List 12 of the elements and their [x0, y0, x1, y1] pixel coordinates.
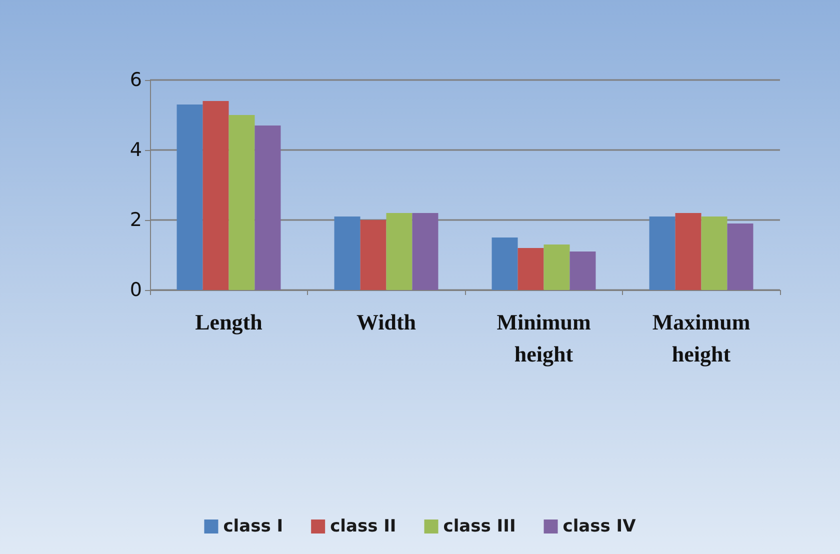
- y-tick-label: 2: [130, 209, 142, 231]
- legend-label: class I: [223, 516, 284, 536]
- y-tick-label: 0: [130, 279, 142, 301]
- x-tick-label: Length: [195, 310, 262, 334]
- y-tick-label: 4: [130, 139, 142, 161]
- legend-label: class II: [330, 516, 396, 536]
- legend-label: class III: [443, 516, 516, 536]
- legend-label: class IV: [562, 516, 637, 536]
- x-tick-label: Minimum height: [496, 310, 591, 366]
- x-tick-label: Width: [356, 310, 416, 334]
- y-tick-label: 6: [130, 69, 142, 91]
- x-tick-label: Maximum height: [652, 310, 750, 366]
